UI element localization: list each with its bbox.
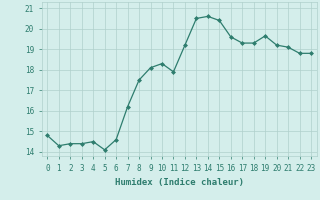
X-axis label: Humidex (Indice chaleur): Humidex (Indice chaleur) bbox=[115, 178, 244, 187]
